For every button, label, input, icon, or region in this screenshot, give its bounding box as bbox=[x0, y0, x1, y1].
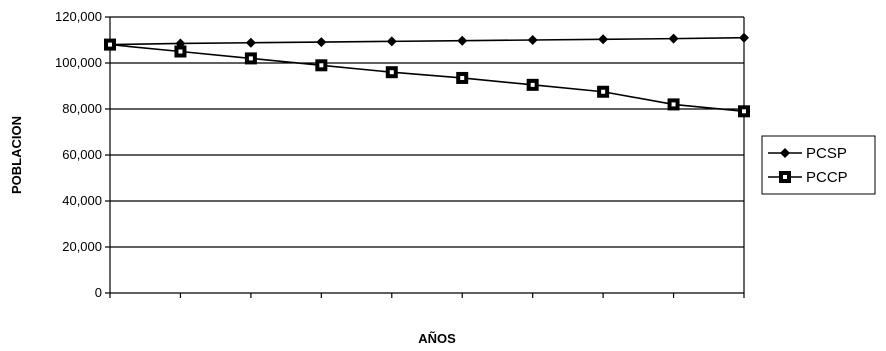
legend: PCSP PCCP bbox=[762, 136, 875, 194]
point-pcsp bbox=[528, 35, 538, 45]
legend-label-pccp: PCCP bbox=[806, 169, 848, 186]
legend-marker-pccp-center bbox=[783, 175, 787, 179]
point-pcsp bbox=[739, 33, 749, 43]
point-pcsp bbox=[387, 36, 397, 46]
series-line-pccp bbox=[110, 45, 744, 112]
legend-label-pcsp: PCSP bbox=[806, 145, 847, 162]
y-tick-label: 100,000 bbox=[55, 55, 102, 70]
point-pcsp bbox=[669, 34, 679, 44]
y-tick-label: 20,000 bbox=[62, 239, 102, 254]
point-pcsp bbox=[316, 37, 326, 47]
point-pcsp bbox=[598, 34, 608, 44]
x-axis-title: AÑOS bbox=[418, 331, 456, 346]
point-pccp-center bbox=[460, 76, 464, 80]
point-pccp-center bbox=[742, 109, 746, 113]
point-pccp-center bbox=[108, 43, 112, 47]
grid-lines bbox=[110, 17, 744, 247]
point-pccp-center bbox=[319, 63, 323, 67]
point-pcsp bbox=[457, 36, 467, 46]
point-pccp-center bbox=[601, 90, 605, 94]
y-axis-title: POBLACION bbox=[9, 116, 24, 194]
y-tick-label: 40,000 bbox=[62, 193, 102, 208]
series-line-pcsp bbox=[110, 38, 744, 45]
y-tick-labels: 0 20,000 40,000 60,000 80,000 100,000 120,000 bbox=[55, 9, 102, 300]
y-tick-label: 120,000 bbox=[55, 9, 102, 24]
point-pccp-center bbox=[531, 83, 535, 87]
y-tick-label: 0 bbox=[95, 285, 102, 300]
point-pccp-center bbox=[249, 56, 253, 60]
series-lines bbox=[110, 38, 744, 112]
y-tick-label: 60,000 bbox=[62, 147, 102, 162]
y-tick-label: 80,000 bbox=[62, 101, 102, 116]
point-pcsp bbox=[246, 38, 256, 48]
point-pccp-center bbox=[390, 70, 394, 74]
axes bbox=[105, 17, 744, 298]
point-pccp-center bbox=[178, 50, 182, 54]
point-pccp-center bbox=[672, 102, 676, 106]
